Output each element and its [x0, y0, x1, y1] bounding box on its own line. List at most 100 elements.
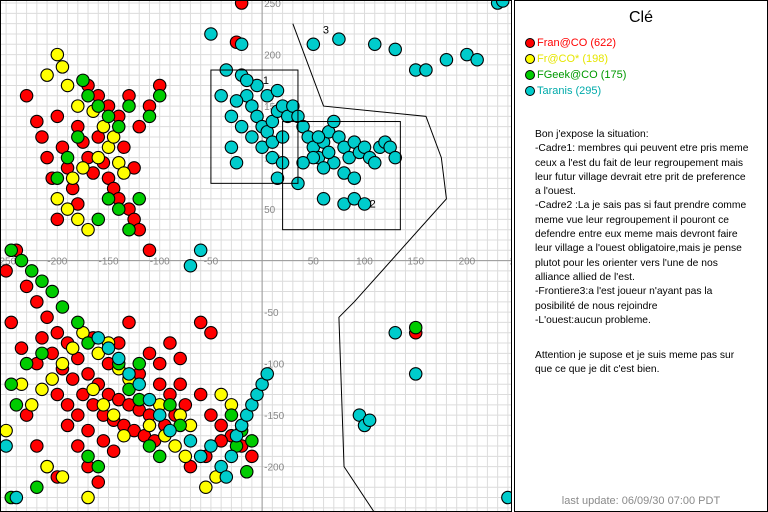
data-point	[321, 145, 336, 160]
data-point	[470, 52, 484, 67]
data-point	[71, 439, 85, 453]
data-point	[183, 434, 198, 448]
y-tick-label: -100	[264, 360, 284, 371]
data-point	[142, 109, 157, 124]
data-point	[91, 331, 106, 345]
y-tick-label: -150	[264, 411, 284, 422]
data-point	[316, 192, 331, 206]
data-point	[55, 300, 70, 314]
data-point	[60, 202, 75, 216]
data-point	[1, 439, 13, 453]
x-tick-label: -250	[1, 257, 17, 268]
note-cadre2: -Cadre2 :La je sais pas si faut prendre …	[535, 200, 747, 283]
data-point	[50, 171, 65, 185]
data-point	[245, 449, 259, 464]
data-point	[173, 351, 187, 366]
data-point	[40, 150, 54, 165]
map-plot: -250-200-150-100-50501001502002502502001…	[0, 0, 512, 512]
data-point	[173, 377, 187, 391]
legend-dot-taranis	[525, 86, 535, 96]
data-point	[142, 392, 157, 407]
data-point	[30, 114, 44, 129]
data-point	[55, 356, 70, 371]
side-panel: Clé Fran@CO (622) Fr@CO* (198) FGeek@CO …	[514, 0, 768, 512]
data-point	[9, 398, 24, 412]
data-point	[204, 325, 218, 340]
data-point	[4, 377, 18, 391]
data-point	[388, 325, 402, 340]
data-point	[245, 130, 259, 144]
data-point	[193, 449, 208, 464]
data-point	[245, 434, 259, 448]
data-point	[35, 130, 49, 144]
data-point	[91, 475, 106, 489]
data-point	[270, 83, 285, 98]
note-ouest: -L'ouest:aucun probleme.	[535, 314, 651, 326]
data-point	[234, 37, 249, 52]
data-point	[14, 253, 29, 268]
x-tick-label: -100	[150, 257, 170, 268]
data-point	[60, 150, 75, 165]
data-point	[50, 109, 65, 124]
data-point	[183, 259, 198, 273]
legend-item-fran: Fran@CO (622)	[525, 35, 626, 51]
data-point	[76, 161, 90, 175]
data-point	[388, 150, 402, 165]
data-point	[178, 449, 193, 464]
data-point	[9, 490, 24, 505]
y-tick-label: 250	[264, 1, 281, 10]
cadre-label: 2	[370, 199, 376, 211]
data-point	[40, 310, 54, 325]
data-point	[71, 212, 85, 227]
notes-text: Bon j'expose la situation: -Cadre1: memb…	[535, 128, 750, 378]
data-point	[122, 367, 136, 381]
x-tick-label: 150	[407, 257, 424, 268]
data-point	[229, 155, 244, 170]
data-point	[204, 27, 218, 41]
data-point	[152, 408, 167, 422]
legend-label-taranis: Taranis (295)	[537, 85, 602, 97]
data-point	[45, 372, 59, 386]
data-point	[142, 418, 157, 433]
data-point	[193, 315, 208, 330]
data-point	[71, 315, 85, 330]
data-point	[229, 94, 244, 108]
legend-dot-fgeek	[525, 70, 535, 80]
data-point	[19, 279, 34, 294]
data-point	[204, 439, 218, 453]
data-point	[214, 387, 228, 402]
legend-item-fr: Fr@CO* (198)	[525, 51, 626, 67]
data-point	[224, 109, 239, 124]
data-point	[408, 320, 423, 335]
data-point	[19, 89, 34, 103]
data-point	[91, 99, 106, 113]
data-point	[35, 331, 49, 345]
x-tick-label: 250	[510, 257, 512, 268]
data-point	[368, 155, 382, 170]
data-point	[419, 63, 433, 77]
x-tick-label: -200	[47, 257, 67, 268]
data-point	[122, 222, 136, 237]
legend-title: Clé	[628, 9, 653, 26]
data-point	[112, 202, 126, 216]
data-point	[101, 109, 116, 124]
data-point	[408, 367, 423, 381]
legend-item-fgeek: FGeek@CO (175)	[525, 67, 626, 83]
data-point	[168, 439, 182, 453]
data-point	[347, 171, 362, 185]
frontier-line	[292, 23, 447, 511]
data-point	[81, 490, 95, 505]
data-point	[81, 449, 95, 464]
data-point	[142, 346, 157, 361]
data-point	[240, 73, 254, 88]
data-point	[152, 89, 167, 103]
data-point	[234, 119, 249, 134]
note-attention: Attention je supose et je suis meme pas …	[535, 350, 735, 376]
data-point	[142, 439, 157, 453]
data-point	[50, 212, 65, 227]
data-point	[117, 140, 131, 155]
data-point	[132, 377, 146, 391]
data-point	[332, 32, 346, 46]
data-point	[71, 130, 85, 144]
data-point	[106, 444, 121, 458]
